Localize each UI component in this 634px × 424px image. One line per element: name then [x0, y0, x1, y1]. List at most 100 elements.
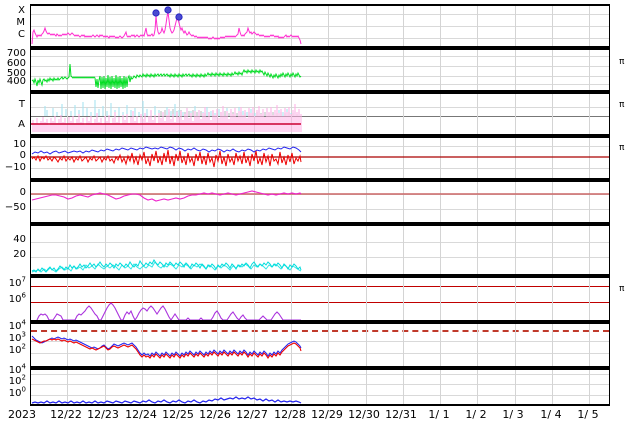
panel-electron-flux-high: [30, 276, 610, 322]
gridline: [142, 278, 143, 320]
gridline: [179, 324, 180, 366]
gridline: [440, 6, 441, 46]
xtick-12-26: 12/26: [199, 408, 231, 421]
gridline: [142, 324, 143, 366]
gridline: [552, 278, 553, 320]
gridline: [589, 182, 590, 222]
gridline: [291, 370, 292, 404]
gridline: [589, 370, 590, 404]
gridline: [552, 50, 553, 90]
gridline: [440, 138, 441, 178]
gridline: [291, 324, 292, 366]
gridline: [515, 182, 516, 222]
gridline: [589, 94, 590, 134]
xtick-1-5: 1/ 5: [577, 408, 599, 421]
ytick-dst-neg50: −50: [4, 202, 26, 213]
gridline: [291, 278, 292, 320]
gridline: [366, 182, 367, 222]
gridline: [31, 66, 609, 67]
gridline: [254, 324, 255, 366]
ytick-speed-700: 700: [6, 48, 26, 59]
gridline: [31, 353, 609, 354]
gridline: [31, 107, 609, 108]
xtick-12-29: 12/29: [311, 408, 343, 421]
gridline: [254, 278, 255, 320]
gridline: [217, 226, 218, 274]
xtick-12-24: 12/24: [125, 408, 157, 421]
gridline: [179, 226, 180, 274]
panel-electron-flux-low: [30, 368, 610, 406]
gridline: [328, 278, 329, 320]
gridline: [589, 138, 590, 178]
gridline: [589, 6, 590, 46]
panel-xray-flux: [30, 4, 610, 48]
dst-index-trace: [31, 190, 609, 202]
xtick-1-4: 1/ 4: [540, 408, 562, 421]
proton-flux-trace: [31, 335, 302, 359]
gridline: [31, 209, 609, 210]
ytick-bfield-0: 0: [19, 150, 26, 161]
gridline: [31, 14, 609, 15]
gridline: [105, 50, 106, 90]
gridline: [31, 395, 609, 396]
xtick-1-3: 1/ 3: [502, 408, 524, 421]
ytick-bfield-10: 10: [13, 139, 26, 150]
gridline: [105, 278, 106, 320]
gridline: [589, 50, 590, 90]
gridline: [31, 374, 609, 375]
gridline: [515, 138, 516, 178]
gridline: [477, 182, 478, 222]
gridline: [291, 138, 292, 178]
ytick-dst-0: 0: [19, 187, 26, 198]
xtick-12-27: 12/27: [236, 408, 268, 421]
gridline: [105, 324, 106, 366]
gridline: [291, 6, 292, 46]
gridline: [142, 370, 143, 404]
gridline: [477, 278, 478, 320]
ytick-elow-1e4: 104: [8, 362, 26, 376]
gridline: [328, 138, 329, 178]
gridline: [552, 324, 553, 366]
gridline: [515, 50, 516, 90]
proton-density-trace: [31, 259, 302, 273]
gridline: [31, 76, 609, 77]
gridline: [67, 6, 68, 46]
gridline: [477, 6, 478, 46]
gridline: [403, 226, 404, 274]
right-label-pi-1: π: [619, 57, 625, 67]
panel-temperature-alpha: [30, 92, 610, 136]
gridline: [403, 278, 404, 320]
gridline: [31, 116, 609, 117]
gridline: [31, 341, 609, 342]
ytick-xray-X: X: [18, 5, 25, 16]
ytick-density-40: 40: [13, 234, 26, 245]
flare-marker: [152, 9, 160, 17]
gridline: [477, 94, 478, 134]
panel-magnetic-field: [30, 136, 610, 180]
gridline: [31, 84, 609, 85]
xtick-1-2: 1/ 2: [465, 408, 487, 421]
gridline: [328, 324, 329, 366]
gridline: [31, 56, 609, 57]
gridline: [440, 324, 441, 366]
gridline: [366, 50, 367, 90]
gridline: [552, 94, 553, 134]
gridline: [291, 50, 292, 90]
ytick-xray-M: M: [16, 17, 25, 28]
gridline: [217, 6, 218, 46]
gridline-red: [31, 286, 609, 287]
gridline: [440, 94, 441, 134]
gridline: [254, 370, 255, 404]
gridline: [31, 242, 609, 243]
threshold-line: [31, 330, 609, 332]
gridline: [589, 278, 590, 320]
panel-proton-flux: [30, 322, 610, 368]
gridline: [179, 138, 180, 178]
gridline: [31, 384, 609, 385]
xtick-12-30: 12/30: [348, 408, 380, 421]
temperature-trace: [31, 100, 302, 132]
gridline: [589, 226, 590, 274]
gridline: [477, 324, 478, 366]
gridline: [31, 168, 609, 169]
gridline: [440, 278, 441, 320]
